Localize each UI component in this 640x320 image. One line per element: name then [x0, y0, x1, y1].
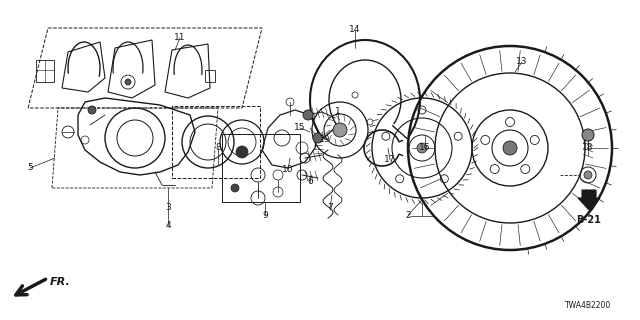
Text: 15: 15: [294, 124, 306, 132]
Circle shape: [303, 110, 313, 120]
Text: 16: 16: [419, 143, 431, 153]
Text: 8: 8: [215, 143, 221, 153]
Circle shape: [236, 146, 248, 158]
Text: 7: 7: [327, 204, 333, 212]
Text: FR.: FR.: [50, 277, 70, 287]
Text: 18: 18: [582, 143, 594, 153]
Text: 6: 6: [307, 178, 313, 187]
Text: 19: 19: [319, 135, 331, 145]
Circle shape: [417, 143, 427, 153]
Bar: [172, 106, 260, 178]
Circle shape: [584, 171, 592, 179]
Text: 4: 4: [165, 220, 171, 229]
Text: TWA4B2200: TWA4B2200: [565, 300, 611, 309]
Circle shape: [582, 129, 594, 141]
Text: 14: 14: [349, 26, 361, 35]
Polygon shape: [578, 190, 600, 210]
Text: 2: 2: [405, 211, 411, 220]
Text: 1: 1: [335, 108, 341, 116]
Text: 10: 10: [282, 165, 294, 174]
Circle shape: [231, 184, 239, 192]
Text: 17: 17: [384, 156, 396, 164]
Circle shape: [313, 133, 323, 143]
Bar: [222, 134, 300, 202]
Circle shape: [125, 79, 131, 85]
Circle shape: [503, 141, 517, 155]
Text: 5: 5: [27, 164, 33, 172]
Text: 13: 13: [516, 58, 528, 67]
Bar: [205, 70, 215, 82]
Text: 9: 9: [262, 211, 268, 220]
Text: B-21: B-21: [577, 215, 602, 225]
Text: 3: 3: [165, 204, 171, 212]
Circle shape: [88, 106, 96, 114]
Circle shape: [333, 123, 347, 137]
Text: 11: 11: [174, 34, 186, 43]
Bar: [36, 60, 54, 82]
